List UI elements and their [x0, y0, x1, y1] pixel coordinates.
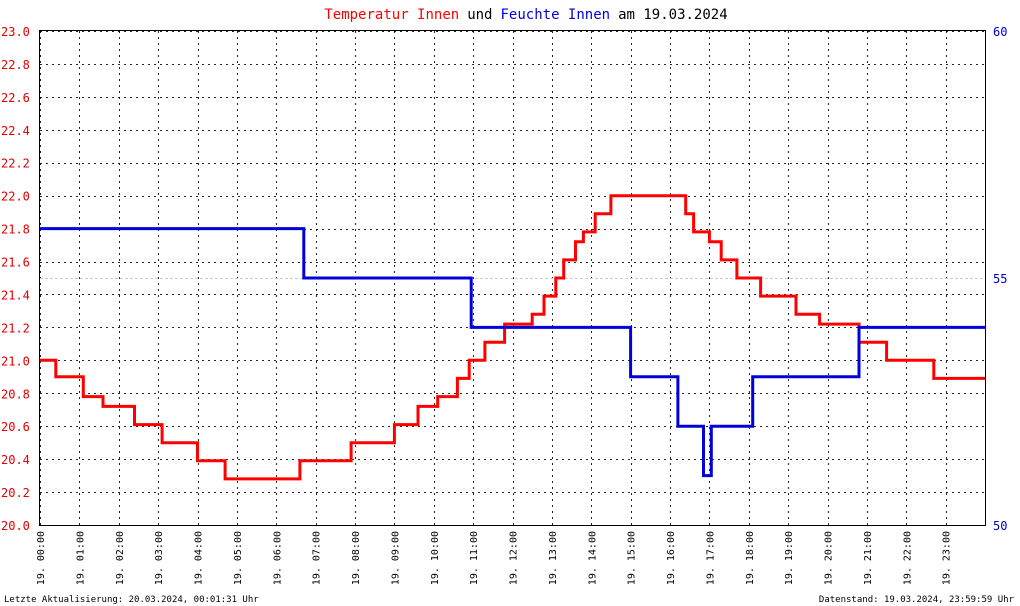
y-left-tick-label: 22.6: [1, 91, 30, 105]
y-axis-right-ticks: 50 55 60: [993, 25, 1007, 533]
chart-title: Temperatur Innen und Feuchte Innen am 19.03…: [324, 7, 727, 23]
x-tick-label: 19. 13:00: [548, 531, 559, 585]
y-left-tick-label: 20.0: [1, 519, 30, 533]
title-date: am 19.03.2024: [618, 7, 728, 23]
y-left-tick-label: 21.2: [1, 321, 30, 335]
x-tick-label: 19. 08:00: [351, 531, 362, 585]
y-left-tick-label: 21.0: [1, 354, 30, 368]
title-and: und: [467, 7, 492, 23]
title-humidity: Feuchte Innen: [501, 7, 611, 23]
x-tick-label: 19. 14:00: [587, 531, 598, 585]
x-tick-label: 19. 17:00: [705, 531, 716, 585]
x-tick-label: 19. 11:00: [469, 531, 480, 585]
y-left-tick-label: 21.6: [1, 256, 30, 270]
x-tick-label: 19. 09:00: [390, 531, 401, 585]
humidity-series-line: [40, 227, 985, 478]
y-left-tick-label: 20.2: [1, 486, 30, 500]
x-tick-label: 19. 18:00: [745, 531, 756, 585]
footer-last-update: Letzte Aktualisierung: 20.03.2024, 00:01…: [4, 595, 259, 605]
x-tick-label: 19. 23:00: [942, 531, 953, 585]
footer-data-status: Datenstand: 19.03.2024, 23:59:59 Uhr: [819, 595, 1015, 605]
y-left-tick-label: 22.2: [1, 157, 30, 171]
temperature-series-line: [40, 194, 985, 481]
x-tick-label: 19. 02:00: [115, 531, 126, 585]
y-left-tick-label: 22.8: [1, 58, 30, 72]
x-tick-label: 19. 04:00: [194, 531, 205, 585]
x-tick-label: 19. 20:00: [824, 531, 835, 585]
y-right-tick-label: 55: [993, 272, 1007, 286]
x-tick-label: 19. 07:00: [312, 531, 323, 585]
x-tick-label: 19. 22:00: [902, 531, 913, 585]
series-lines: [40, 194, 985, 481]
plot-frame: [39, 30, 986, 526]
y-right-tick-label: 60: [993, 25, 1007, 39]
y-left-tick-label: 22.4: [1, 124, 30, 138]
y-left-tick-label: 20.4: [1, 453, 30, 467]
x-tick-label: 19. 00:00: [36, 531, 47, 585]
x-tick-label: 19. 16:00: [666, 531, 677, 585]
x-tick-label: 19. 01:00: [75, 531, 86, 585]
y-left-tick-label: 21.8: [1, 223, 30, 237]
x-tick-label: 19. 06:00: [272, 531, 283, 585]
x-axis-ticks: 19. 00:00 19. 01:00 19. 02:00 19. 03:00 19. …: [36, 531, 953, 585]
y-left-tick-label: 22.0: [1, 190, 30, 204]
x-tick-label: 19. 12:00: [509, 531, 520, 585]
x-tick-label: 19. 15:00: [627, 531, 638, 585]
x-tick-label: 19. 19:00: [784, 531, 795, 585]
x-tick-label: 19. 21:00: [863, 531, 874, 585]
y-right-tick-label: 50: [993, 519, 1007, 533]
y-left-tick-label: 21.4: [1, 288, 30, 302]
title-temperature: Temperatur Innen: [324, 7, 459, 23]
y-left-tick-label: 20.6: [1, 420, 30, 434]
x-tick-label: 19. 10:00: [430, 531, 441, 585]
y-left-tick-label: 23.0: [1, 25, 30, 39]
y-left-tick-label: 20.8: [1, 387, 30, 401]
y-axis-left-ticks: 20.0 20.2 20.4 20.6 20.8 21.0 21.2 21.4 21.6 21.8…: [1, 25, 30, 533]
x-tick-label: 19. 05:00: [233, 531, 244, 585]
x-tick-label: 19. 03:00: [154, 531, 165, 585]
